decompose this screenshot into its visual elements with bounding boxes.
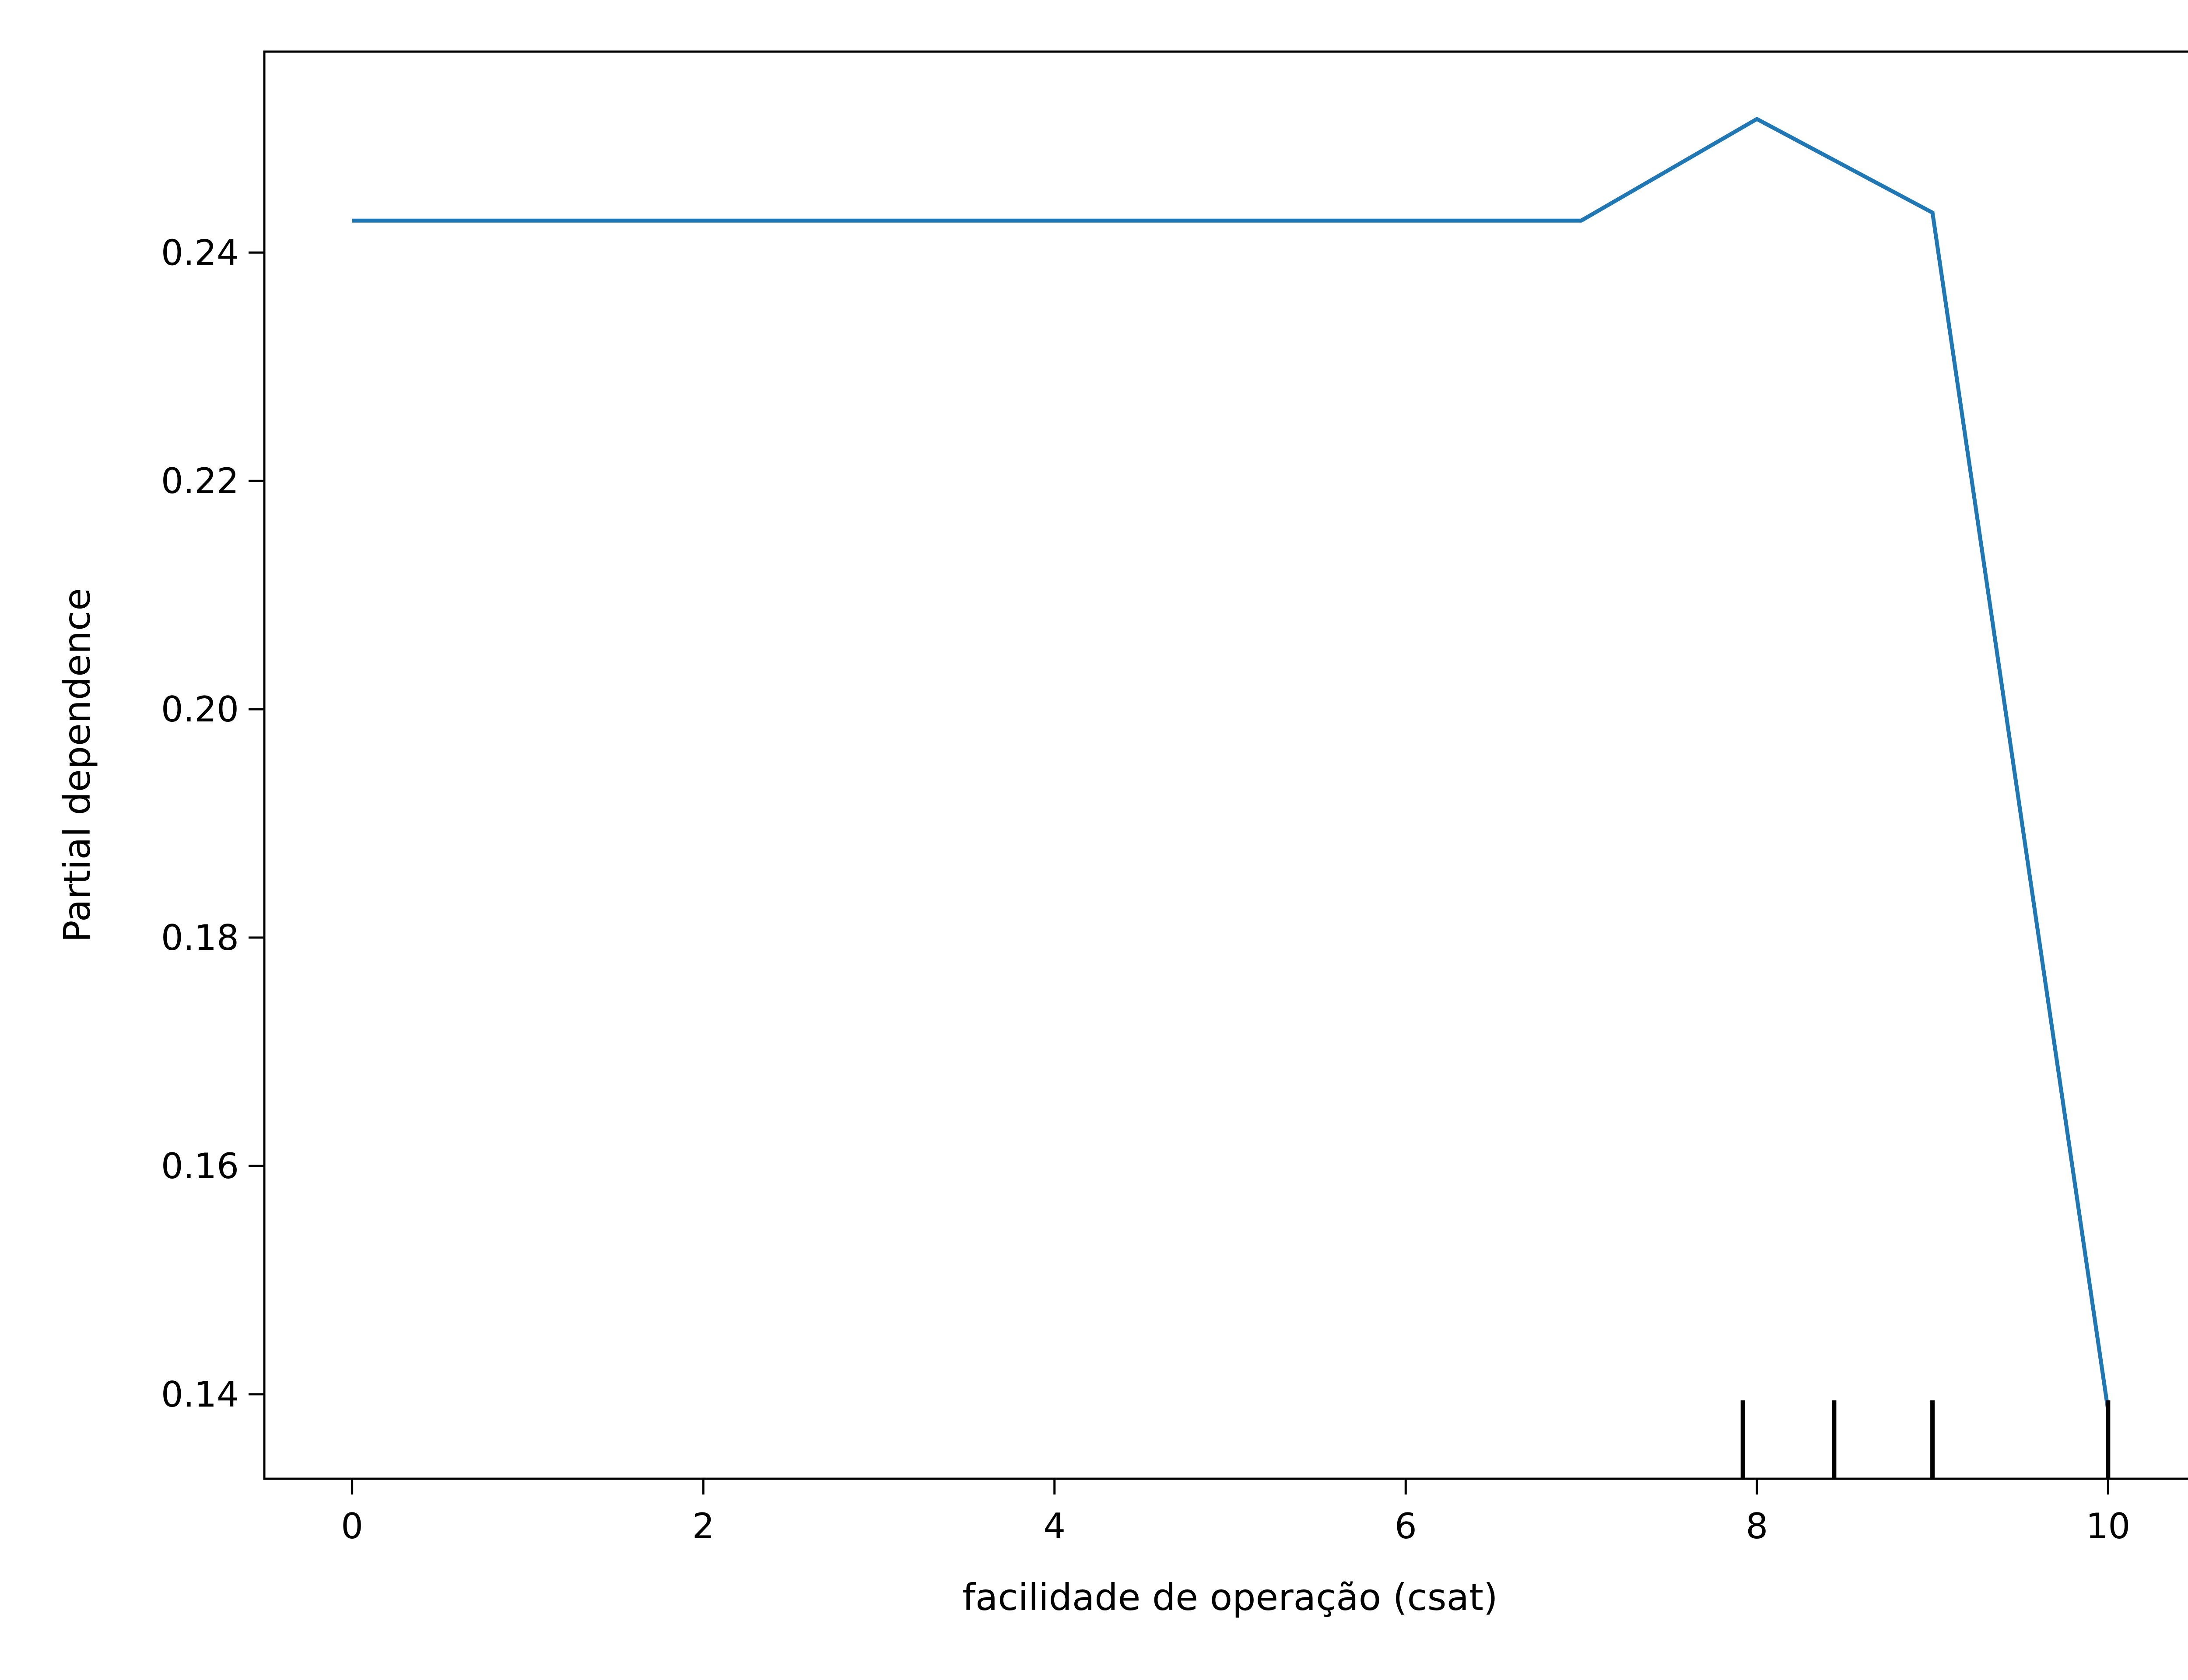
x-tick-label: 10 bbox=[2086, 1506, 2130, 1547]
y-tick-label: 0.20 bbox=[161, 689, 239, 730]
decile-rug bbox=[1740, 1400, 2111, 1479]
x-tick-label: 0 bbox=[341, 1506, 363, 1547]
y-tick-label: 0.22 bbox=[161, 461, 239, 501]
x-tick-label: 2 bbox=[692, 1506, 715, 1547]
x-axis-label: facilidade de operação (csat) bbox=[962, 1576, 1498, 1619]
x-tick-label: 8 bbox=[1746, 1506, 1768, 1547]
y-axis-label: Partial dependence bbox=[56, 588, 98, 942]
x-axis-ticks: 0 2 4 6 8 10 bbox=[341, 1479, 2130, 1547]
series-line bbox=[352, 116, 2110, 1411]
y-tick-label: 0.24 bbox=[161, 232, 239, 273]
axes-frame bbox=[263, 50, 2188, 1480]
x-tick-label: 6 bbox=[1395, 1506, 1417, 1547]
y-tick-label: 0.18 bbox=[161, 917, 239, 958]
x-tick-label: 4 bbox=[1043, 1506, 1066, 1547]
y-axis-ticks: 0.14 0.16 0.18 0.20 0.22 0.24 bbox=[161, 232, 264, 1415]
y-tick-label: 0.16 bbox=[161, 1146, 239, 1186]
y-tick-label: 0.14 bbox=[161, 1374, 239, 1415]
